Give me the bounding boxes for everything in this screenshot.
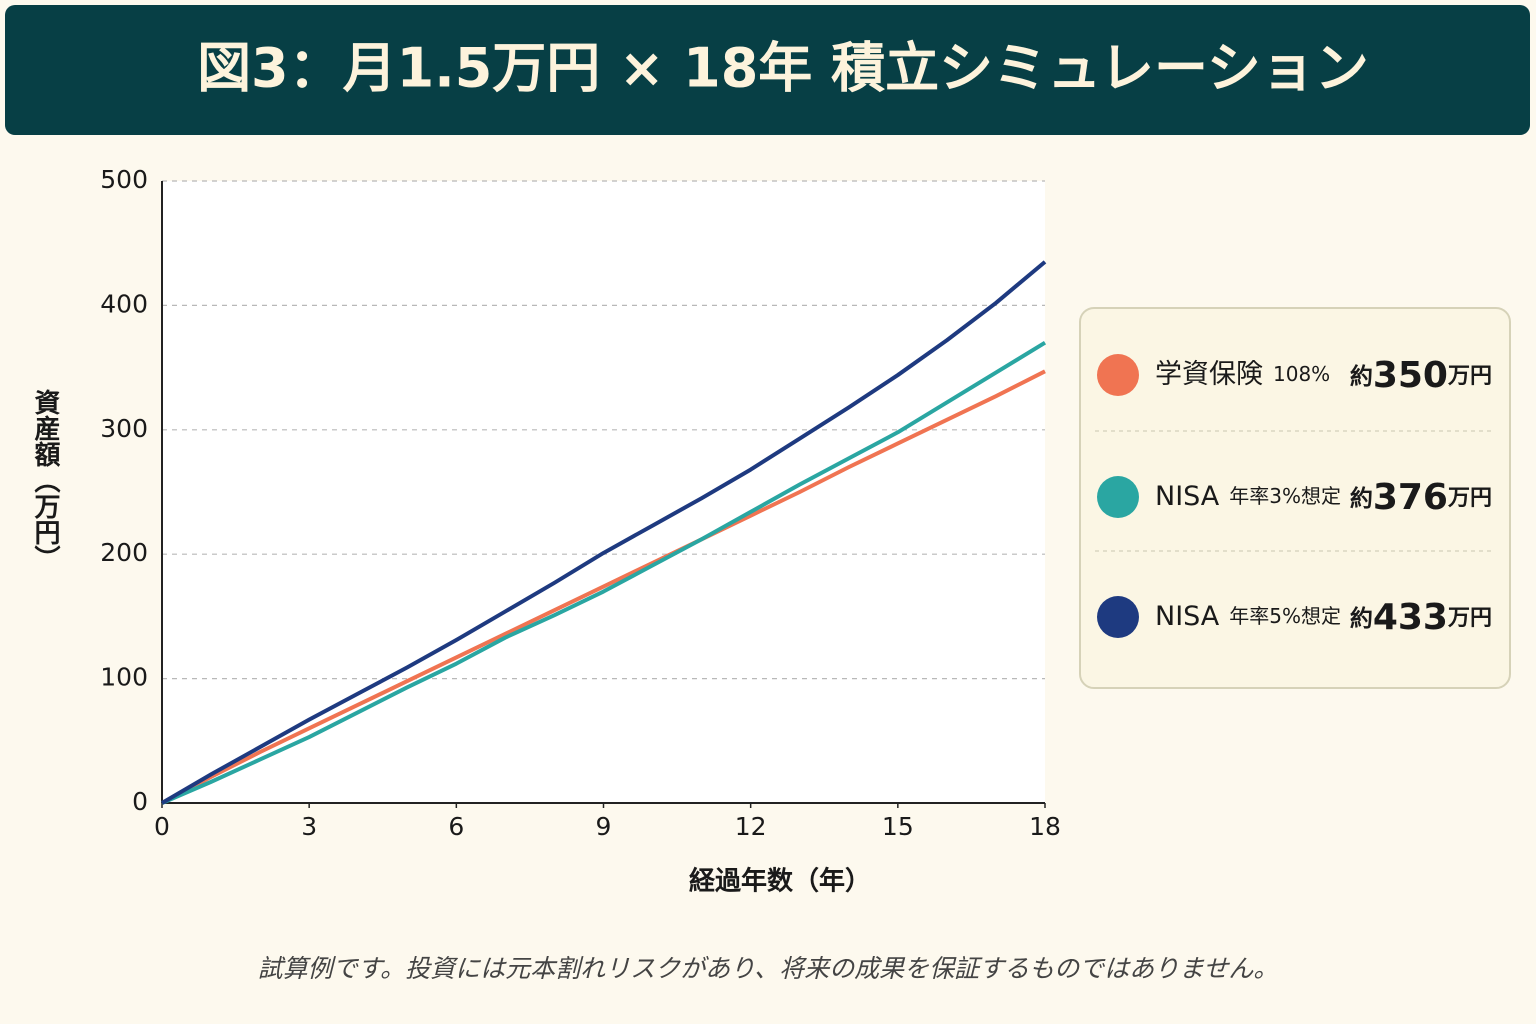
legend-total: 約350万円 [1350,355,1492,396]
legend-total-unit: 万円 [1447,486,1492,511]
x-axis-label: 経過年数（年） [689,866,871,897]
series-line [160,260,1047,805]
legend-total-unit: 万円 [1447,364,1492,389]
legend-total-value: 376 [1373,477,1448,518]
chart-title: 図3：月1.5万円 × 18年 積立シミュレーション [197,37,1369,100]
y-tick-label: 200 [100,538,148,567]
legend-box [1079,307,1511,689]
series-line [161,369,1046,805]
legend-label: NISA 年率3%想定 [1155,481,1341,512]
x-tick-label: 18 [1029,812,1061,841]
legend-total-prefix: 約 [1350,485,1373,512]
y-axis-label: 資産額（万円） [30,389,60,571]
y-tick-label: 0 [132,787,148,816]
legend-note: 年率5%想定 [1229,604,1341,628]
x-tick-label: 0 [154,812,170,841]
legend-note: 108% [1273,362,1330,386]
x-tick-label: 12 [735,812,767,841]
x-tick-label: 6 [448,812,464,841]
plot-area [162,181,1045,803]
legend-total: 約433万円 [1350,597,1492,638]
y-tick-label: 300 [100,414,148,443]
legend-name: NISA [1155,481,1220,512]
legend-total-prefix: 約 [1350,363,1373,390]
legend-total-unit: 万円 [1447,606,1492,631]
legend-total-value: 433 [1373,597,1448,638]
y-tick-label: 400 [100,289,148,318]
legend-total-value: 350 [1373,355,1448,396]
legend-swatch [1097,476,1139,518]
title-bar [5,5,1530,135]
legend-swatch [1097,596,1139,638]
x-tick-label: 3 [301,812,317,841]
y-tick-label: 500 [100,165,148,194]
legend-total-prefix: 約 [1350,605,1373,632]
footnote: 試算例です。投資には元本割れリスクがあり、将来の成果を保証するものではありません… [258,954,1279,983]
legend-note: 年率3%想定 [1229,484,1341,508]
series-line [161,341,1047,805]
x-tick-label: 9 [596,812,612,841]
legend-label: NISA 年率5%想定 [1155,601,1341,632]
legend-total: 約376万円 [1350,477,1492,518]
x-tick-label: 15 [882,812,914,841]
legend-name: NISA [1155,601,1220,632]
y-tick-label: 100 [100,663,148,692]
legend-label: 学資保険 108% [1155,359,1330,390]
legend-name: 学資保険 [1155,359,1263,390]
legend-swatch [1097,354,1139,396]
